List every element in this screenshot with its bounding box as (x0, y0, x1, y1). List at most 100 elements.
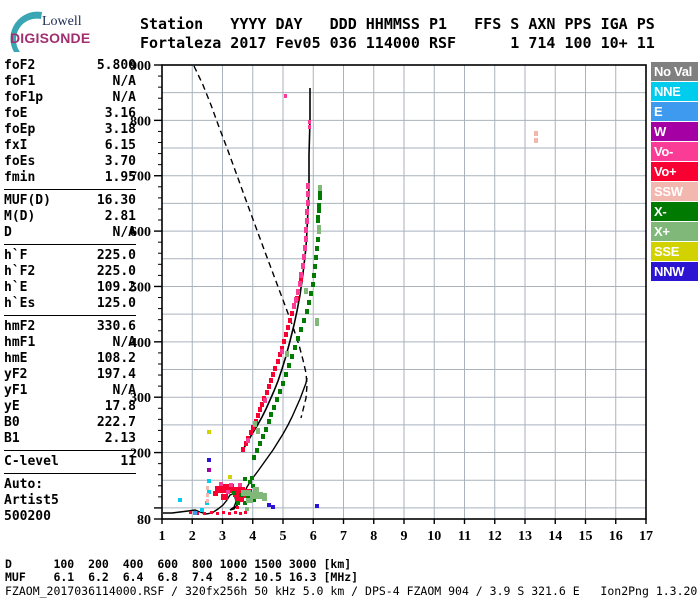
echo-point-vo+ (276, 359, 280, 364)
param-label: foF1p (4, 90, 44, 105)
echo-point-vo+ (189, 511, 192, 514)
echo-point-vo+ (236, 506, 239, 509)
echo-point-x+ (241, 490, 251, 496)
param-group: hmF2 330.6 hmF1 N/A hmE 108.2 yF2 197.4 yF1 N/A yE… (4, 319, 136, 451)
echo-point-vo- (229, 483, 233, 487)
param-group: foF2 5.800 foF1 N/A foF1p N/A foE 3.16 foEp 3.18 f… (4, 58, 136, 190)
param-value: 108.2 (96, 351, 136, 366)
echo-point-vo- (292, 303, 296, 309)
echo-point-x- (261, 434, 265, 439)
param-value: 109.2 (96, 280, 136, 295)
param-value: 17.8 (104, 399, 136, 414)
param-value: 225.0 (96, 248, 136, 263)
echo-point-vo- (304, 227, 308, 233)
echo-point-w (207, 468, 211, 472)
param-label: h`F (4, 248, 28, 263)
y-tick-label: 900 (130, 59, 151, 74)
param-label: foE (4, 106, 28, 121)
echo-point-x+ (245, 507, 249, 511)
echo-point-x- (316, 215, 320, 223)
echo-point-vo- (301, 263, 305, 269)
footer-d-row: D 100 200 400 600 800 1000 1500 3000 [km… (5, 557, 352, 571)
echo-point-vo+ (269, 378, 273, 383)
echo-point-vo- (306, 191, 310, 197)
y-tick-label: 700 (130, 170, 151, 185)
param-value: 3.16 (104, 106, 136, 121)
y-tick-label: 400 (130, 336, 151, 351)
param-value: 3.18 (104, 122, 136, 137)
echo-point-x- (267, 419, 271, 424)
param-group: C-level 11 (4, 454, 136, 474)
echo-point-nne (207, 490, 211, 494)
x-tick-label: 7 (340, 529, 347, 544)
x-tick-label: 10 (427, 529, 441, 544)
param-row: h`F2 225.0 (4, 264, 136, 280)
echo-point-x- (287, 363, 291, 368)
echo-point-nne (178, 498, 182, 502)
echo-point-x- (307, 300, 311, 305)
echo-point-x- (275, 397, 279, 402)
param-value: 1.95 (104, 170, 136, 185)
legend-item-w: W (651, 122, 698, 141)
echo-point-vo+ (280, 346, 284, 351)
echo-point-x- (305, 309, 309, 314)
echo-point-x- (316, 237, 320, 242)
param-label: h`E (4, 280, 28, 295)
echo-point-x- (250, 476, 254, 480)
echo-point-vo- (304, 236, 308, 242)
echo-point-vo+ (215, 486, 223, 493)
echo-point-x- (318, 190, 322, 200)
param-label: fxI (4, 138, 28, 153)
param-label: fmin (4, 170, 36, 185)
param-value: 5.800 (96, 58, 136, 73)
echo-point-vo- (226, 490, 230, 494)
param-row: h`F 225.0 (4, 248, 136, 264)
param-row: B0 222.7 (4, 415, 136, 431)
fitted-trace-curve (241, 88, 311, 452)
param-row: hmF2 330.6 (4, 319, 136, 335)
footer-muf-row: MUF 6.1 6.2 6.4 6.8 7.4 8.2 10.5 16.3 [M… (5, 570, 359, 584)
echo-point-x+ (285, 351, 289, 357)
param-group: MUF(D) 16.30 M(D) 2.81 D N/A (4, 193, 136, 245)
param-label: yF2 (4, 367, 28, 382)
legend-item-sse: SSE (651, 242, 698, 261)
param-row: foF2 5.800 (4, 58, 136, 74)
param-value: 16.30 (96, 193, 136, 208)
echo-point-vo- (306, 183, 310, 189)
param-value: 330.6 (96, 319, 136, 334)
app-logo: Lowell DIGISONDE (6, 6, 126, 54)
echo-point-vo+ (241, 447, 245, 452)
echo-point-ssw (206, 486, 209, 490)
echo-point-x+ (317, 225, 321, 234)
echo-point-x- (236, 501, 240, 505)
y-tick-label: 800 (130, 114, 151, 129)
legend-item-x-: X- (651, 202, 698, 221)
echo-point-vo+ (299, 277, 303, 282)
param-row: foEs 3.70 (4, 154, 136, 170)
echo-point-vo+ (228, 512, 231, 515)
param-label: hmF1 (4, 335, 36, 350)
echo-point-x+ (304, 288, 308, 294)
param-label: M(D) (4, 209, 36, 224)
param-value: 2.13 (104, 431, 136, 446)
echo-point-vo- (219, 482, 223, 486)
param-row: yF2 197.4 (4, 367, 136, 383)
echo-point-x+ (315, 318, 319, 326)
echo-point-x+ (256, 428, 260, 434)
x-tick-label: 1 (159, 529, 166, 544)
param-label: foEp (4, 122, 36, 137)
echo-point-x- (248, 480, 252, 484)
param-label: C-level (4, 454, 59, 469)
param-label: foF1 (4, 74, 36, 89)
legend-item-nne: NNE (651, 82, 698, 101)
echo-point-vo+ (271, 372, 275, 377)
param-group: h`F 225.0 h`F2 225.0 h`E 109.2 h`Es 125.0 (4, 248, 136, 316)
echo-point-ssw (534, 138, 538, 143)
x-tick-label: 14 (548, 529, 562, 544)
param-footer-line: Auto: (4, 477, 44, 492)
y-tick-label: 600 (130, 225, 151, 240)
param-footer-line: Artist5 (4, 493, 59, 508)
echo-point-vo+ (286, 325, 290, 330)
echo-point-vo+ (222, 511, 225, 514)
